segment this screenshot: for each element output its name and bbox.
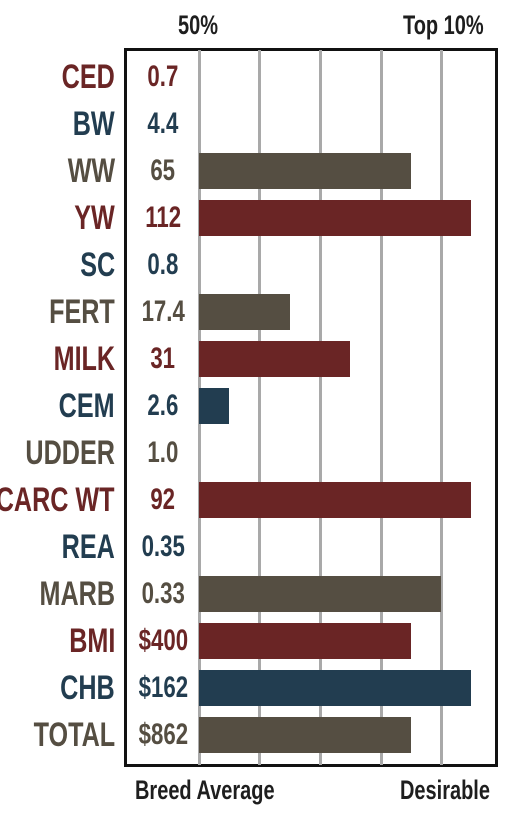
value-label: 0.8	[147, 248, 179, 281]
bar	[199, 341, 350, 377]
bar	[199, 388, 229, 424]
category-label: BMI	[68, 622, 115, 660]
bar	[199, 670, 471, 706]
chart-row: WW 65	[0, 148, 511, 194]
bar	[199, 576, 441, 612]
category-label: UDDER	[25, 434, 115, 472]
chart-row: SC 0.8	[0, 242, 511, 288]
chart-row: TOTAL $862	[0, 712, 511, 758]
chart-row: YW 112	[0, 195, 511, 241]
gridline	[380, 50, 383, 765]
value-label: $400	[138, 624, 188, 657]
value-label: $862	[138, 718, 188, 751]
chart-row: REA 0.35	[0, 524, 511, 570]
value-label: 112	[145, 201, 181, 234]
value-label: 0.7	[147, 60, 179, 93]
bar	[199, 153, 411, 189]
value-label: 65	[150, 154, 176, 187]
category-label: MARB	[39, 575, 115, 613]
footer-desirable-label: Desirable	[400, 775, 490, 805]
bar	[199, 623, 411, 659]
category-label: MILK	[53, 340, 115, 378]
bar	[199, 482, 471, 518]
value-label: 2.6	[147, 389, 179, 422]
value-label: 1.0	[147, 436, 179, 469]
value-label: 0.35	[141, 530, 185, 563]
value-label: 4.4	[147, 107, 179, 140]
chart-row: BW 4.4	[0, 101, 511, 147]
bar	[199, 717, 411, 753]
value-label: $162	[138, 671, 188, 704]
value-label: 17.4	[141, 295, 185, 328]
category-label: REA	[61, 528, 115, 566]
chart-row: BMI $400	[0, 618, 511, 664]
category-label: YW	[74, 199, 115, 237]
category-label: CEM	[59, 387, 115, 425]
value-label: 92	[150, 483, 176, 516]
chart-row: CARC WT 92	[0, 477, 511, 523]
category-label: FERT	[49, 293, 115, 331]
category-label: CED	[61, 58, 115, 96]
chart-row: FERT 17.4	[0, 289, 511, 335]
gridline	[258, 50, 261, 765]
header-top-10-label: Top 10%	[403, 10, 484, 40]
category-label: BW	[73, 105, 115, 143]
bar	[199, 294, 290, 330]
chart-row: CED 0.7	[0, 54, 511, 100]
value-label: 0.33	[141, 577, 185, 610]
gridline	[440, 50, 443, 765]
chart-row: MARB 0.33	[0, 571, 511, 617]
value-label: 31	[150, 342, 176, 375]
header-50-percent-label: 50%	[178, 10, 218, 40]
category-label: SC	[80, 246, 115, 284]
chart-row: CEM 2.6	[0, 383, 511, 429]
category-label: TOTAL	[33, 716, 115, 754]
footer-breed-average-label: Breed Average	[135, 775, 275, 805]
chart-row: UDDER 1.0	[0, 430, 511, 476]
category-label: WW	[67, 152, 115, 190]
chart-row: CHB $162	[0, 665, 511, 711]
category-label: CHB	[60, 669, 115, 707]
bar	[199, 200, 471, 236]
category-label: CARC WT	[0, 481, 115, 519]
chart-frame	[124, 48, 498, 767]
chart-row: MILK 31	[0, 336, 511, 382]
gridline	[319, 50, 322, 765]
